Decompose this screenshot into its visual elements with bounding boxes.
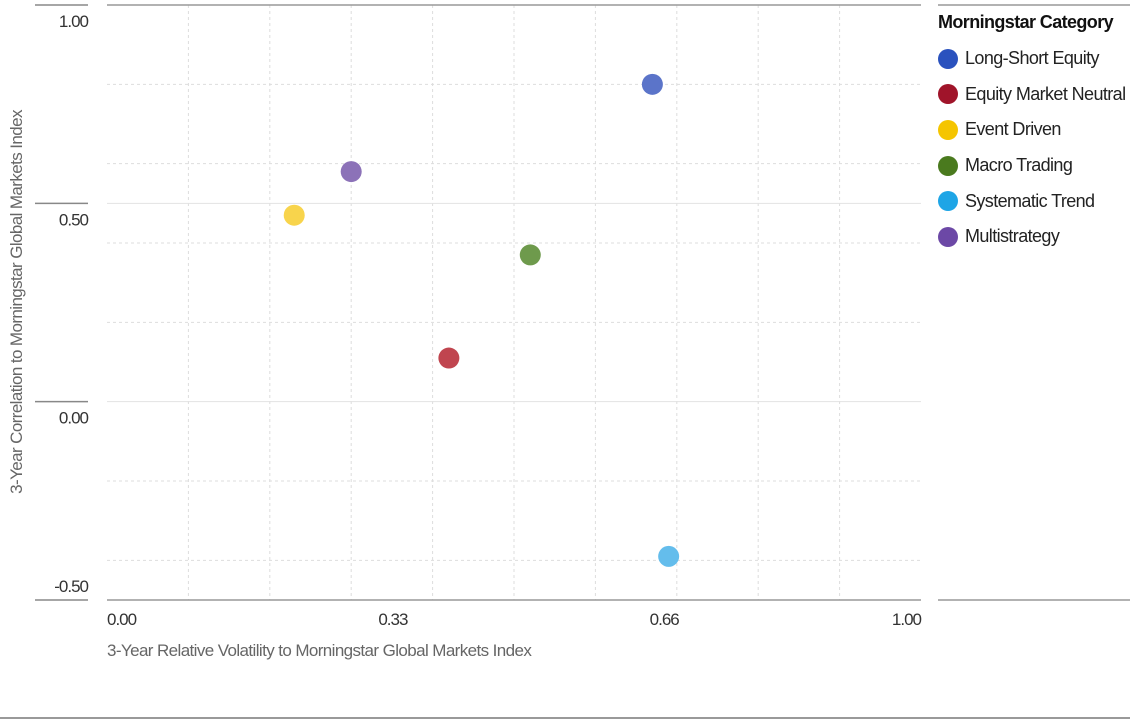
legend-item: Long-Short Equity: [938, 41, 1125, 77]
y-tick-label: 1.00: [59, 12, 89, 31]
point-macro-trading: [519, 244, 541, 266]
x-tick-label: 0.66: [650, 610, 680, 629]
legend-swatch: [938, 48, 958, 69]
point-equity-market-neutral: [438, 347, 460, 369]
legend-swatch: [938, 226, 958, 247]
y-tick-label: -0.50: [54, 577, 88, 596]
axes: 3-Year Relative Volatility to Morningsta…: [7, 12, 923, 660]
legend-label: Macro Trading: [965, 155, 1073, 176]
legend-title: Morningstar Category: [938, 12, 1114, 32]
grid: [0, 4, 1130, 719]
x-tick-label: 1.00: [892, 610, 922, 629]
legend-label: Systematic Trend: [965, 190, 1095, 211]
y-tick-label: 0.50: [59, 210, 89, 229]
legend-item: Multistrategy: [938, 219, 1125, 255]
x-tick-label: 0.33: [378, 610, 408, 629]
legend-label: Equity Market Neutral: [965, 83, 1126, 104]
x-tick-label: 0.00: [107, 610, 137, 629]
points: [283, 73, 680, 567]
legend-label: Event Driven: [965, 119, 1061, 140]
legend-swatch: [938, 84, 958, 105]
legend-item: Equity Market Neutral: [938, 77, 1126, 113]
point-long-short-equity: [641, 73, 663, 95]
legend-item: Event Driven: [938, 112, 1125, 148]
legend-swatch: [938, 119, 958, 140]
point-systematic-trend: [658, 545, 680, 567]
legend-swatch: [938, 155, 958, 176]
point-multistrategy: [340, 161, 362, 183]
legend-item: Systematic Trend: [938, 183, 1125, 219]
y-axis-label: 3-Year Correlation to Morningstar Global…: [7, 109, 26, 494]
legend-label: Multistrategy: [965, 226, 1060, 247]
legend-label: Long-Short Equity: [965, 48, 1099, 69]
legend: Morningstar Category Long-Short Equity Eq…: [938, 12, 1126, 255]
legend-swatch: [938, 191, 958, 212]
x-axis-label: 3-Year Relative Volatility to Morningsta…: [107, 641, 532, 660]
point-event-driven: [283, 204, 305, 226]
y-tick-label: 0.00: [59, 409, 89, 428]
legend-item: Macro Trading: [938, 148, 1125, 184]
